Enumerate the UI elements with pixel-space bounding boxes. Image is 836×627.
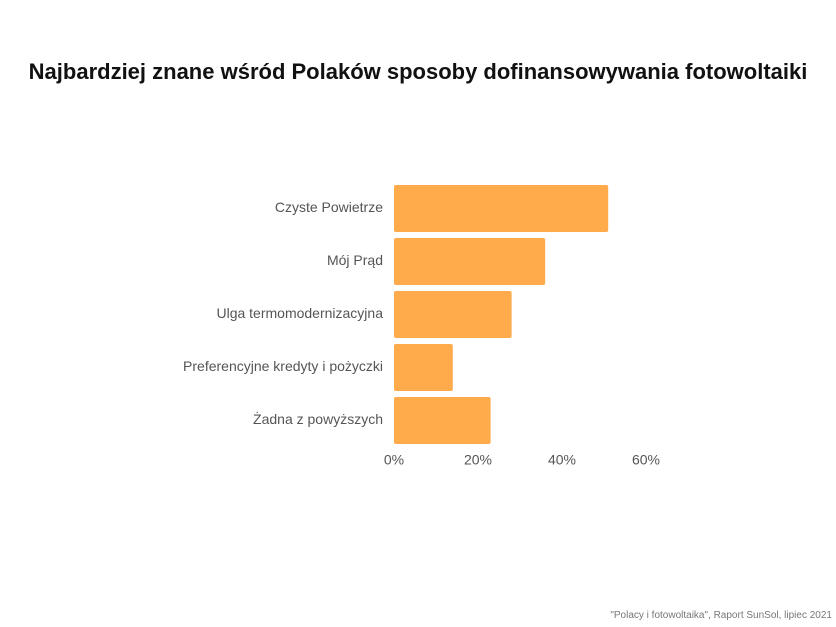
y-tick-label: Ulga termomodernizacyjna	[216, 305, 383, 321]
bar	[394, 344, 453, 391]
y-tick-label: Mój Prąd	[327, 252, 383, 268]
chart-title: Najbardziej znane wśród Polaków sposoby …	[28, 59, 808, 84]
bar	[394, 397, 491, 444]
x-tick-label: 20%	[464, 452, 492, 468]
y-tick-label: Żadna z powyższych	[253, 410, 383, 427]
x-tick-label: 0%	[384, 452, 404, 468]
bar	[394, 291, 512, 338]
source-note: "Polacy i fotowoltaika", Raport SunSol, …	[610, 610, 832, 621]
bar	[394, 238, 546, 285]
y-tick-label: Czyste Powietrze	[275, 199, 383, 215]
x-tick-label: 60%	[632, 452, 660, 468]
x-tick-label: 40%	[548, 452, 576, 468]
bar	[394, 185, 609, 232]
y-tick-label: Preferencyjne kredyty i pożyczki	[183, 358, 383, 374]
